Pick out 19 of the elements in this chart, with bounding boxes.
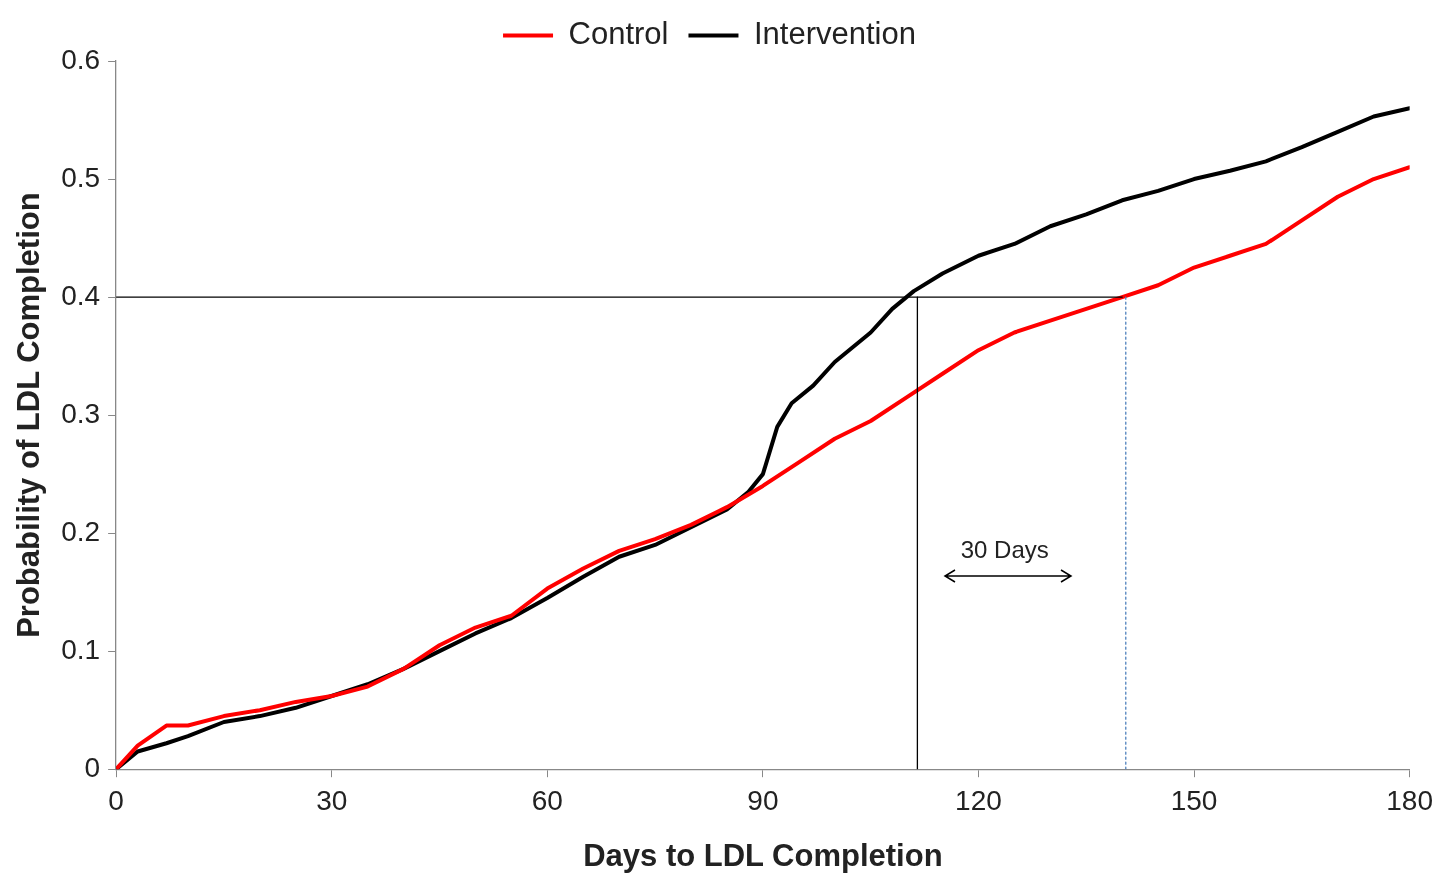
x-tick-label: 30 (316, 784, 348, 816)
x-tick-label: 60 (531, 784, 563, 816)
x-tick-label: 90 (747, 784, 779, 816)
x-axis-title: Days to LDL Completion (583, 837, 943, 873)
x-tick-label: 120 (955, 784, 1002, 816)
x-tick-label: 180 (1386, 784, 1433, 816)
y-tick-label: 0 (84, 751, 101, 783)
y-tick-label: 0.1 (61, 633, 101, 665)
y-tick-label: 0.5 (61, 161, 101, 193)
x-tick-label: 150 (1170, 784, 1218, 816)
y-tick-label: 0.2 (61, 515, 101, 547)
y-tick-label: 0.4 (61, 279, 101, 311)
legend-label: Control (568, 16, 669, 52)
annotation: 30 Days (960, 536, 1049, 564)
legend-label: Intervention (753, 16, 916, 52)
y-axis-title: Probability of LDL Completion (11, 192, 47, 638)
y-tick-label: 0.3 (61, 397, 101, 429)
y-tick-label: 0.6 (61, 43, 101, 75)
x-tick-label: 0 (108, 784, 124, 816)
